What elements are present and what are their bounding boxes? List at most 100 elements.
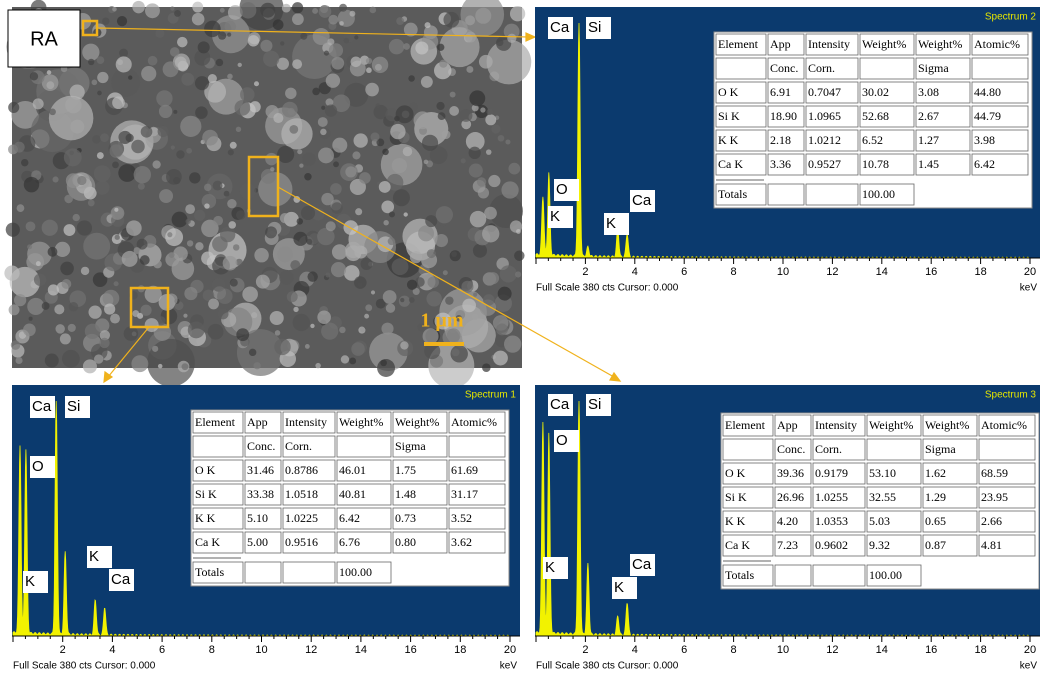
- table-cell: [971, 57, 1029, 80]
- grain: [222, 255, 238, 271]
- grain: [390, 123, 406, 140]
- grain: [507, 33, 517, 43]
- grain: [307, 271, 318, 282]
- cell-text: 46.01: [339, 463, 366, 477]
- grain: [327, 38, 335, 46]
- peak-label: K: [614, 579, 624, 596]
- grain: [229, 141, 237, 149]
- grain: [174, 56, 187, 69]
- table-cell: [392, 459, 448, 482]
- cell-text: 3.98: [974, 133, 995, 147]
- grain: [516, 229, 521, 234]
- grain: [343, 37, 350, 44]
- grain: [110, 313, 120, 324]
- grain: [202, 129, 219, 146]
- grain: [339, 3, 348, 12]
- peak-label-box: [109, 569, 134, 591]
- grain: [169, 47, 180, 57]
- cell-text: Weight%: [869, 418, 913, 432]
- table-cell: [722, 534, 774, 557]
- grain: [52, 176, 59, 183]
- grain: [4, 265, 20, 281]
- spectrum-panel: Spectrum 1 2 4 6 8 10 12 14 16 18 20 keV Full Scale …: [12, 385, 520, 673]
- grain: [355, 208, 363, 216]
- table-cell: [805, 57, 859, 80]
- grain: [306, 238, 313, 245]
- table-cell: [971, 153, 1029, 176]
- table-cell: [774, 438, 812, 461]
- cell-text: Ca K: [725, 538, 750, 552]
- table-cell: [978, 438, 1036, 461]
- cell-text: 26.96: [777, 490, 804, 504]
- cell-text: 1.29: [925, 490, 946, 504]
- table-cell: [715, 81, 767, 104]
- cell-text: 6.76: [339, 535, 360, 549]
- cell-text: 100.00: [869, 568, 902, 582]
- peak-label-box: [554, 179, 579, 201]
- grain: [366, 67, 372, 74]
- grain: [218, 31, 227, 40]
- grain: [382, 148, 389, 156]
- peak-label: K: [550, 208, 560, 225]
- grain: [504, 335, 522, 353]
- grain: [374, 63, 382, 71]
- grain: [434, 233, 449, 248]
- footer: Full Scale 380 cts Cursor: 0.000: [536, 283, 679, 294]
- x-tick-label: 18: [454, 644, 466, 656]
- grain: [276, 57, 289, 70]
- grain: [232, 244, 240, 251]
- cell-text: Conc.: [770, 61, 798, 75]
- cell-text: 6.91: [770, 85, 791, 99]
- grain: [41, 219, 58, 236]
- cell-text: 2.66: [981, 514, 1002, 528]
- table-cell: [192, 531, 244, 554]
- grain: [318, 5, 332, 18]
- cell-text: 3.62: [451, 535, 472, 549]
- cell-text: 100.00: [339, 565, 372, 579]
- grain: [273, 113, 284, 124]
- table-cell: [282, 411, 336, 434]
- grain: [281, 3, 291, 13]
- peak-label: O: [556, 432, 568, 449]
- grain: [480, 107, 486, 113]
- grain: [240, 87, 255, 102]
- grain: [418, 225, 435, 242]
- grain: [482, 225, 500, 243]
- grain: [287, 107, 295, 116]
- grain: [128, 75, 133, 80]
- grain: [331, 244, 348, 260]
- grain: [340, 355, 350, 364]
- x-tick-label: 8: [731, 644, 737, 656]
- grain: [373, 104, 388, 120]
- table-cell: [922, 438, 978, 461]
- grain: [213, 215, 223, 226]
- cell-text: 4.81: [981, 538, 1002, 552]
- grain: [132, 0, 145, 14]
- grain: [286, 291, 298, 303]
- grain: [469, 90, 486, 107]
- cell-text: 0.7047: [808, 85, 841, 99]
- grain: [140, 125, 153, 138]
- grain: [343, 265, 360, 281]
- grain: [63, 224, 76, 236]
- grain: [260, 39, 273, 52]
- grain: [27, 297, 45, 316]
- grain: [227, 198, 237, 209]
- grain: [181, 363, 189, 371]
- grain: [207, 74, 217, 84]
- connectors: [96, 27, 622, 384]
- grain: [59, 333, 71, 345]
- grain: [339, 21, 344, 26]
- table-cell: [774, 510, 812, 533]
- cell-text: 0.9602: [815, 538, 848, 552]
- grain: [289, 125, 299, 134]
- grain: [126, 220, 142, 236]
- grain: [236, 328, 250, 342]
- grain: [224, 20, 237, 33]
- grain: [277, 246, 293, 263]
- cell-text: 1.0225: [285, 511, 318, 525]
- x-unit: keV: [1020, 661, 1038, 672]
- grain: [333, 161, 339, 168]
- grain: [331, 56, 345, 70]
- grain: [132, 310, 140, 318]
